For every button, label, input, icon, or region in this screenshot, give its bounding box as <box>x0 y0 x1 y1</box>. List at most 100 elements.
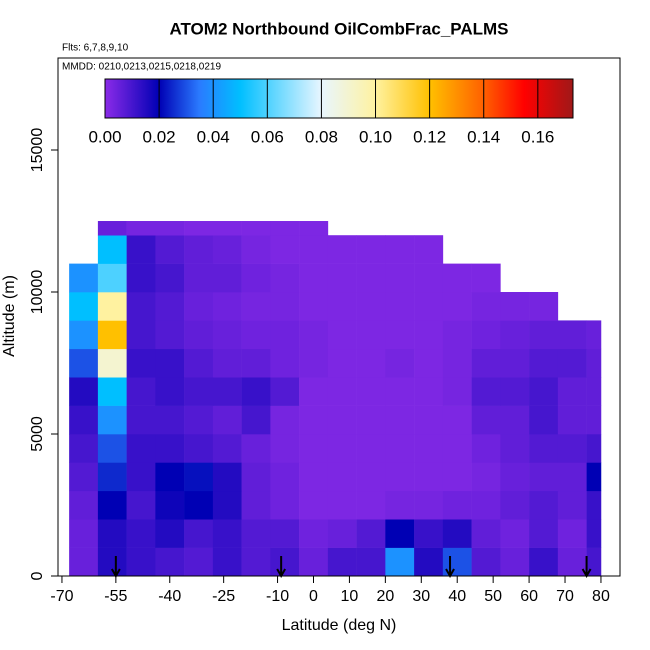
heatmap-cell <box>126 405 156 435</box>
heatmap-cell <box>500 348 530 378</box>
heatmap-cell <box>241 462 271 492</box>
heatmap-cell <box>327 462 357 492</box>
heatmap-cell <box>414 405 444 435</box>
heatmap-cell <box>184 434 214 463</box>
heatmap-cell <box>586 490 602 520</box>
heatmap-cell <box>126 547 156 577</box>
heatmap-cell <box>126 263 156 293</box>
heatmap-cell <box>442 490 472 520</box>
heatmap-cell <box>529 519 559 548</box>
heatmap-cell <box>529 434 559 463</box>
heatmap-cell <box>385 547 415 577</box>
heatmap-cell <box>471 434 501 463</box>
heatmap-cell <box>557 434 587 463</box>
heatmap-cell <box>126 434 156 463</box>
heatmap-cell <box>126 320 156 350</box>
heatmap-cell <box>500 434 530 463</box>
heatmap-cell <box>529 377 559 406</box>
heatmap-cell <box>155 462 185 492</box>
heatmap-cell <box>529 405 559 435</box>
heatmap-cell <box>529 490 559 520</box>
heatmap-cell <box>212 519 242 548</box>
heatmap-cell <box>69 547 99 577</box>
heatmap-cell <box>442 377 472 406</box>
heatmap-cell <box>155 434 185 463</box>
heatmap-cell <box>155 235 185 264</box>
heatmap-cell <box>529 320 559 350</box>
heatmap-cell <box>241 490 271 520</box>
heatmap-cell <box>97 434 127 463</box>
heatmap-cell <box>557 462 587 492</box>
heatmap-cell <box>385 405 415 435</box>
heatmap-cell <box>356 263 386 293</box>
heatmap-cell <box>414 377 444 406</box>
heatmap-cell <box>442 405 472 435</box>
heatmap-cell <box>212 348 242 378</box>
heatmap-cell <box>557 320 587 350</box>
flight-arrow <box>581 556 592 579</box>
heatmap-cell <box>126 292 156 321</box>
heatmap-cell <box>299 490 329 520</box>
x-tick-label: 40 <box>448 588 466 605</box>
heatmap-cell <box>529 547 559 577</box>
colorbar-tick-label: 0.08 <box>305 127 338 146</box>
flight-arrow <box>276 556 287 579</box>
colorbar-tick-label: 0.04 <box>197 127 230 146</box>
colorbar-tick-label: 0.16 <box>521 127 554 146</box>
heatmap-cell <box>126 462 156 492</box>
heatmap-cell <box>97 377 127 406</box>
heatmap-cell <box>155 377 185 406</box>
heatmap-cell <box>184 377 214 406</box>
y-tick-label: 15000 <box>29 128 46 173</box>
x-tick-label: 70 <box>556 588 574 605</box>
heatmap-cell <box>586 348 602 378</box>
heatmap-cell <box>414 263 444 293</box>
heatmap-cell <box>356 348 386 378</box>
heatmap-cell <box>270 292 300 321</box>
heatmap-cell <box>414 348 444 378</box>
heatmap-cell <box>155 547 185 577</box>
heatmap-cell <box>442 519 472 548</box>
x-tick-label: 60 <box>520 588 538 605</box>
heatmap-cell <box>529 462 559 492</box>
heatmap-cell <box>356 547 386 577</box>
heatmap-cell <box>356 377 386 406</box>
heatmap-cell <box>155 292 185 321</box>
heatmap-cell <box>69 405 99 435</box>
heatmap-cell <box>500 490 530 520</box>
heatmap-cell <box>97 221 127 236</box>
heatmap-cell <box>500 519 530 548</box>
heatmap-cell <box>586 519 602 548</box>
heatmap-cell <box>414 547 444 577</box>
heatmap-cell <box>97 263 127 293</box>
heatmap-cell <box>97 519 127 548</box>
colorbar-tick-label: 0.12 <box>413 127 446 146</box>
heatmap-cell <box>184 292 214 321</box>
heatmap-cell <box>557 348 587 378</box>
heatmap-cell <box>529 292 559 321</box>
heatmap-cell <box>385 348 415 378</box>
x-tick-label: -40 <box>158 588 181 605</box>
heatmap-cell <box>270 547 300 577</box>
heatmap-cell <box>557 377 587 406</box>
x-tick-label: 50 <box>484 588 502 605</box>
heatmap-cell <box>414 434 444 463</box>
colorbar-tick-label: 0.00 <box>88 127 121 146</box>
heatmap-cell <box>69 490 99 520</box>
heatmap-cell <box>557 405 587 435</box>
heatmap-cell <box>69 292 99 321</box>
heatmap-cell <box>184 221 214 236</box>
heatmap-cell <box>557 547 587 577</box>
heatmap-cell <box>414 292 444 321</box>
heatmap-cell <box>69 320 99 350</box>
heatmap-cell <box>500 462 530 492</box>
heatmap-cell <box>385 320 415 350</box>
heatmap-cell <box>327 320 357 350</box>
colorbar-tick-label: 0.14 <box>467 127 500 146</box>
heatmap-cell <box>126 235 156 264</box>
heatmap-cell <box>126 348 156 378</box>
heatmap-cell <box>212 405 242 435</box>
heatmap-cell <box>586 462 602 492</box>
heatmap-cell <box>241 263 271 293</box>
